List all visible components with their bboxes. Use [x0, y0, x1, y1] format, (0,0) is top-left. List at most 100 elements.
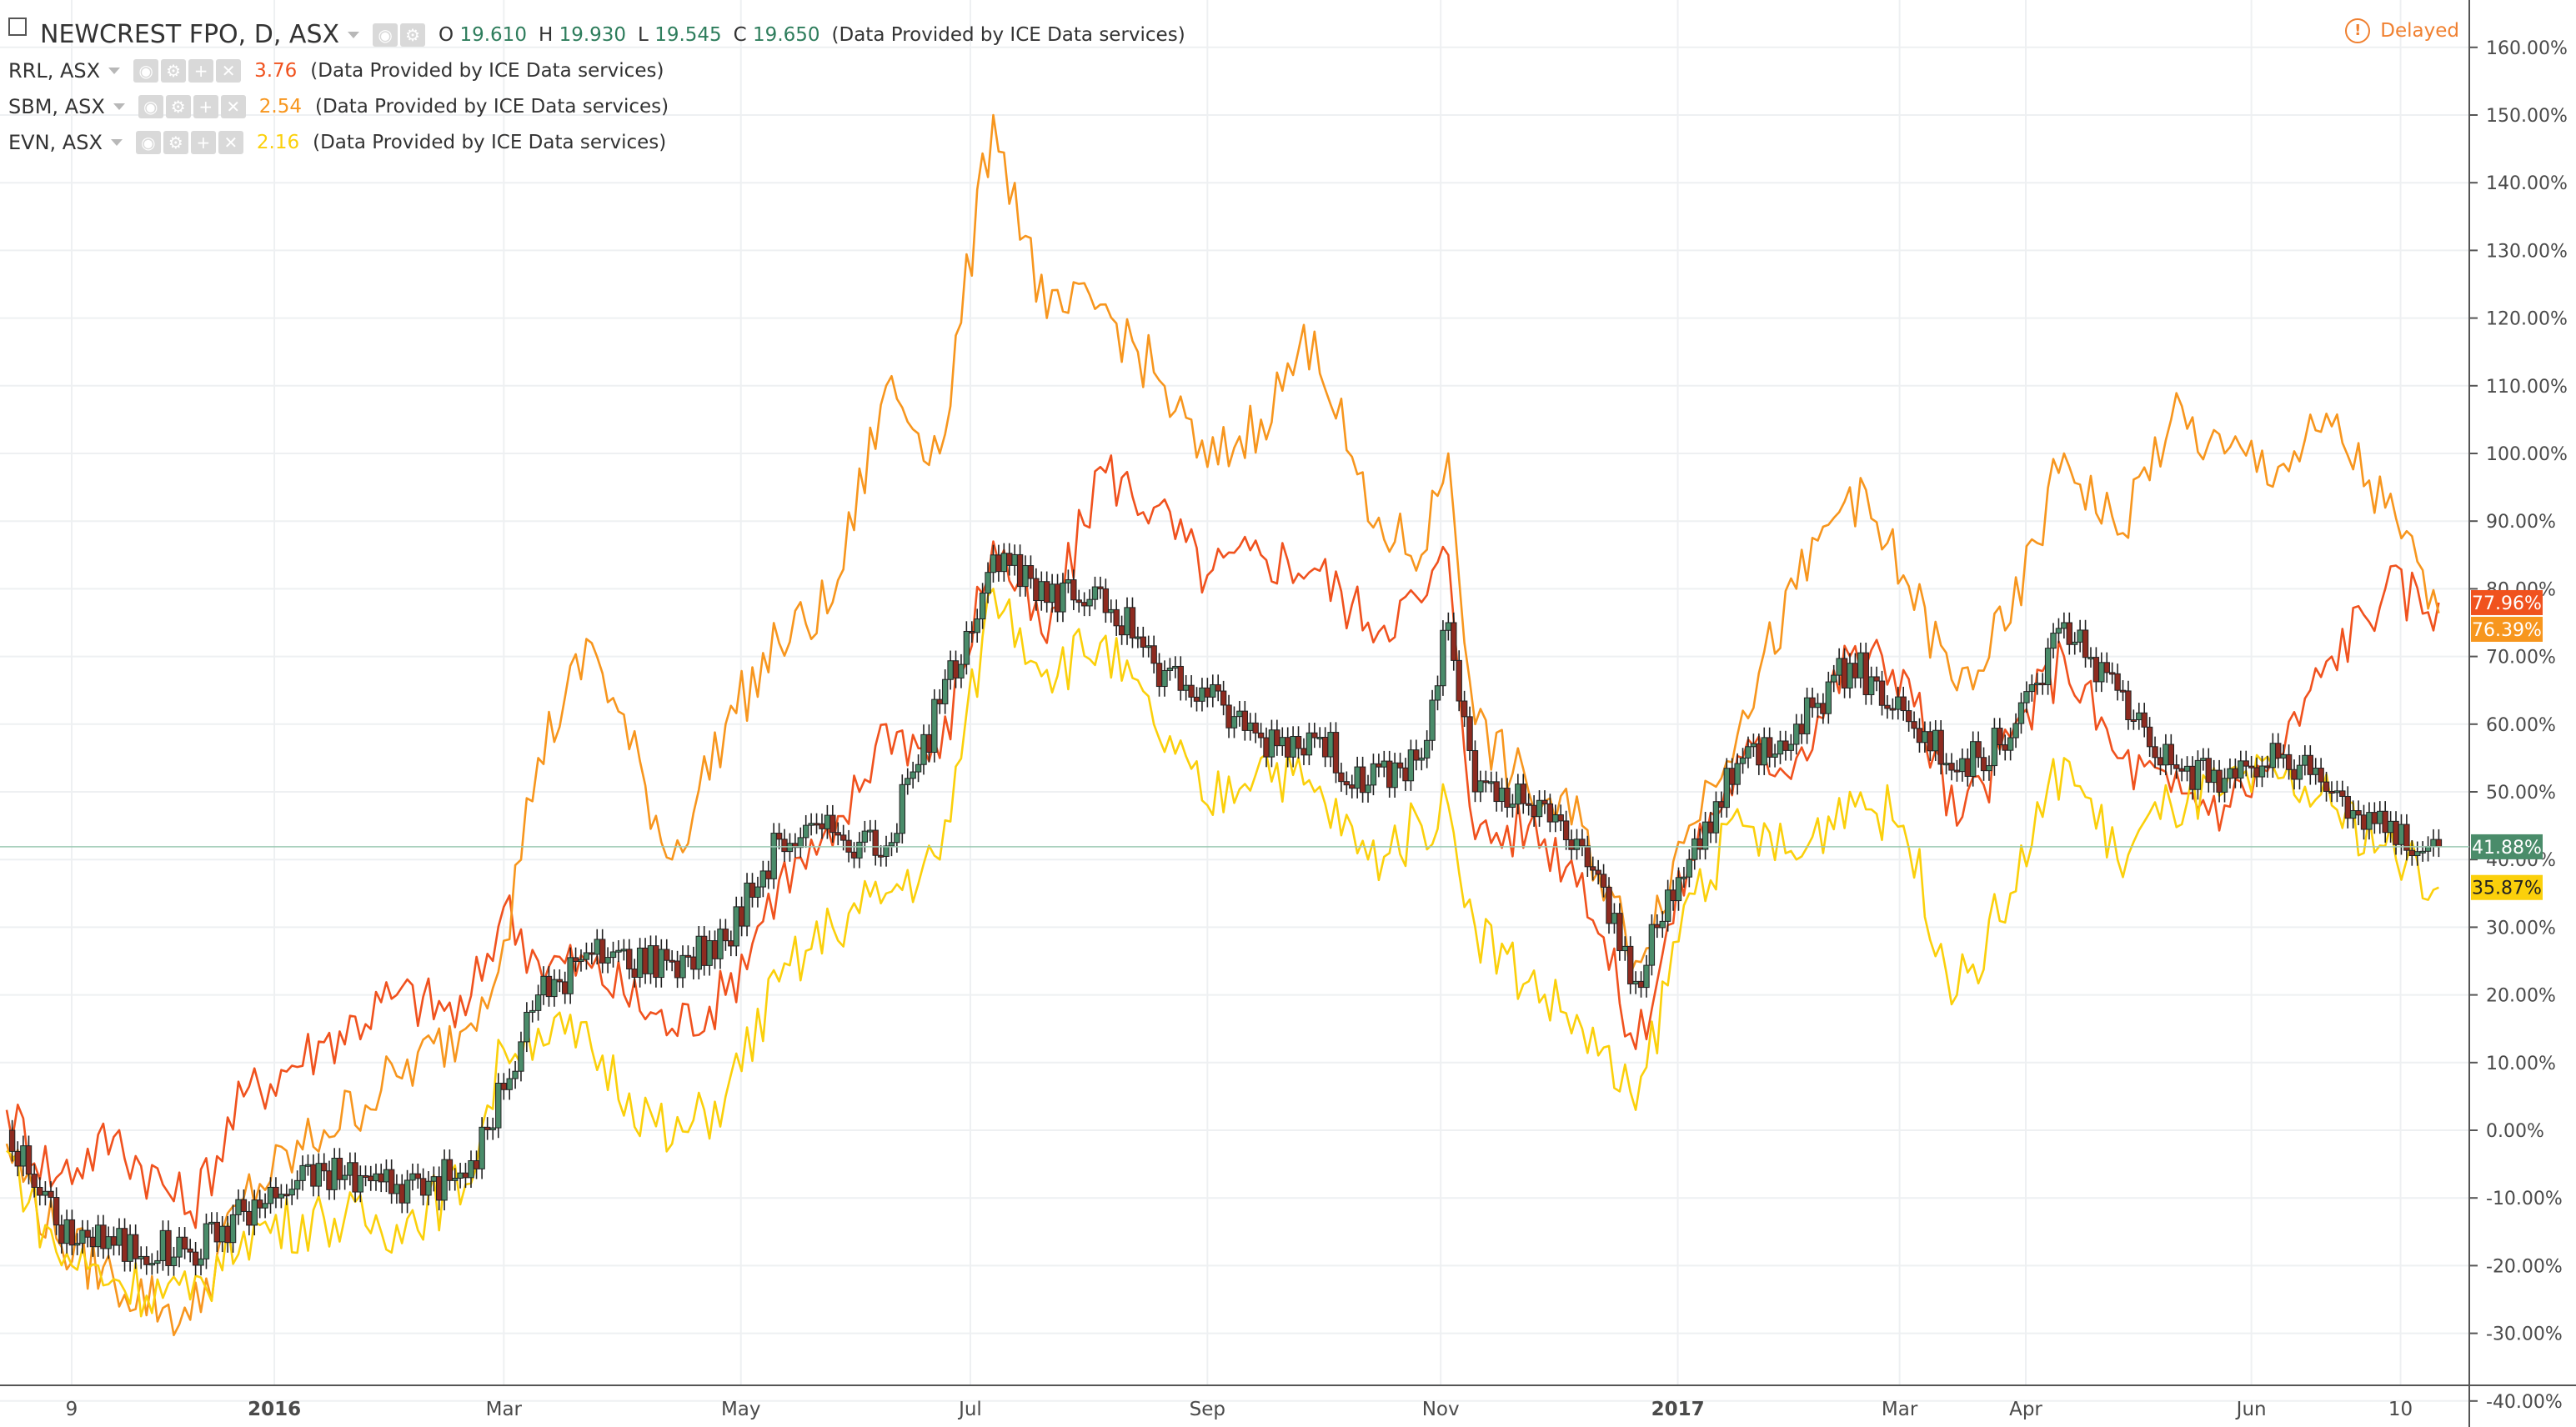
delayed-label: Delayed — [2380, 20, 2459, 42]
candle-body — [425, 1180, 432, 1196]
compare-row-rrl: RRL, ASX ◉ ⚙ + ✕ 3.76 (Data Provided by … — [8, 53, 1185, 88]
candle-body — [2163, 744, 2169, 766]
candle-body — [2435, 839, 2443, 848]
candle-body — [1075, 599, 1082, 603]
candle-body — [1787, 744, 1795, 751]
last-value-label: 41.88% — [2472, 838, 2542, 859]
legend: NEWCREST FPO, D, ASX ◉ ⚙ O 19.610 H 19.9… — [8, 17, 1185, 160]
main-series-row: NEWCREST FPO, D, ASX ◉ ⚙ O 19.610 H 19.9… — [8, 17, 1185, 53]
candle-body — [1188, 684, 1195, 698]
delayed-indicator[interactable]: ! Delayed — [2345, 18, 2459, 43]
eye-icon[interactable]: ◉ — [138, 94, 163, 118]
candle-body — [1301, 748, 1307, 756]
gear-icon[interactable]: ⚙ — [163, 130, 188, 154]
candle-body — [1150, 645, 1157, 664]
close-icon[interactable]: ✕ — [218, 130, 243, 154]
candle-body — [2221, 778, 2228, 793]
eye-icon[interactable]: ◉ — [133, 58, 159, 83]
candle-body — [562, 981, 569, 994]
chevron-down-icon[interactable] — [108, 67, 121, 74]
candle-body — [1241, 710, 1249, 731]
close-icon[interactable]: ✕ — [220, 94, 246, 118]
candle-body — [995, 554, 1002, 573]
last-value-badge — [2471, 874, 2543, 900]
x-tick-label: 2017 — [1651, 1399, 1705, 1420]
candle-body — [1349, 784, 1356, 789]
candle-body — [1423, 739, 1431, 759]
chevron-down-icon[interactable] — [348, 31, 360, 38]
candle-body — [1343, 781, 1351, 786]
candle-body — [2028, 683, 2036, 693]
candle-body — [58, 1224, 65, 1244]
compare-symbol[interactable]: EVN, ASX — [8, 130, 103, 154]
candle-body — [441, 1159, 448, 1201]
candle-body — [1290, 735, 1296, 758]
candle-body — [1257, 732, 1265, 739]
eye-icon[interactable]: ◉ — [373, 23, 398, 47]
candle-body — [352, 1162, 358, 1193]
compare-symbol[interactable]: RRL, ASX — [8, 58, 101, 83]
candle-body — [213, 1221, 220, 1243]
candle-body — [690, 956, 697, 970]
gear-icon[interactable]: ⚙ — [165, 94, 191, 118]
candle-body — [219, 1225, 226, 1243]
candle-body — [567, 957, 574, 994]
candle-body — [479, 1126, 485, 1169]
compare-symbol[interactable]: SBM, ASX — [8, 94, 105, 118]
plus-icon[interactable]: + — [188, 58, 214, 83]
candle-body — [979, 593, 986, 620]
candle-body — [1434, 685, 1441, 701]
last-value-badge — [2471, 616, 2543, 642]
candle-body — [952, 660, 960, 678]
close-value: C 19.650 — [733, 23, 820, 46]
x-tick-label: Sep — [1190, 1399, 1225, 1420]
eye-icon[interactable]: ◉ — [135, 130, 161, 154]
candle-body — [138, 1255, 144, 1259]
x-tick-label: 2016 — [248, 1399, 301, 1420]
candle-body — [1263, 737, 1270, 758]
candle-body — [2323, 781, 2330, 792]
candle-body — [1113, 608, 1120, 627]
candle-body — [288, 1189, 295, 1196]
series-line-sbm — [5, 113, 2440, 1337]
y-tick-label: 130.00% — [2486, 241, 2568, 262]
gear-icon[interactable]: ⚙ — [400, 23, 426, 47]
chevron-down-icon[interactable] — [113, 103, 125, 110]
candle-body — [669, 959, 675, 963]
candle-body — [2328, 790, 2335, 794]
gear-icon[interactable]: ⚙ — [161, 58, 187, 83]
candle-body — [2232, 768, 2239, 779]
candle-body — [2269, 743, 2277, 769]
main-symbol[interactable]: NEWCREST FPO, D, ASX — [40, 20, 340, 49]
candle-body — [1049, 583, 1055, 603]
candle-body — [1022, 565, 1029, 588]
candle-body — [1338, 772, 1345, 783]
candle-body — [936, 698, 943, 704]
candle-body — [198, 1258, 204, 1266]
candle-body — [347, 1162, 353, 1176]
candle-body — [636, 947, 644, 979]
candle-body — [604, 957, 611, 964]
candle-body — [642, 947, 649, 974]
candle-body — [2387, 820, 2394, 834]
candle-body — [1546, 803, 1554, 823]
plus-icon[interactable]: + — [193, 94, 218, 118]
chevron-down-icon[interactable] — [110, 138, 123, 146]
candle-body — [2408, 849, 2416, 857]
candle-body — [79, 1229, 86, 1244]
candle-body — [430, 1176, 438, 1182]
candle-body — [594, 939, 600, 955]
compare-value: 2.54 — [258, 95, 302, 118]
plus-icon[interactable]: + — [190, 130, 216, 154]
y-tick-label: -20.00% — [2486, 1256, 2563, 1277]
collapse-legend-icon[interactable] — [8, 18, 27, 36]
candle-body — [1584, 845, 1591, 868]
candle-body — [2403, 824, 2410, 851]
candle-body — [894, 833, 900, 844]
candle-body — [1376, 763, 1382, 768]
close-icon[interactable]: ✕ — [216, 58, 242, 83]
candle-body — [378, 1173, 384, 1183]
candle-body — [42, 1190, 49, 1196]
candle-body — [1381, 760, 1387, 768]
